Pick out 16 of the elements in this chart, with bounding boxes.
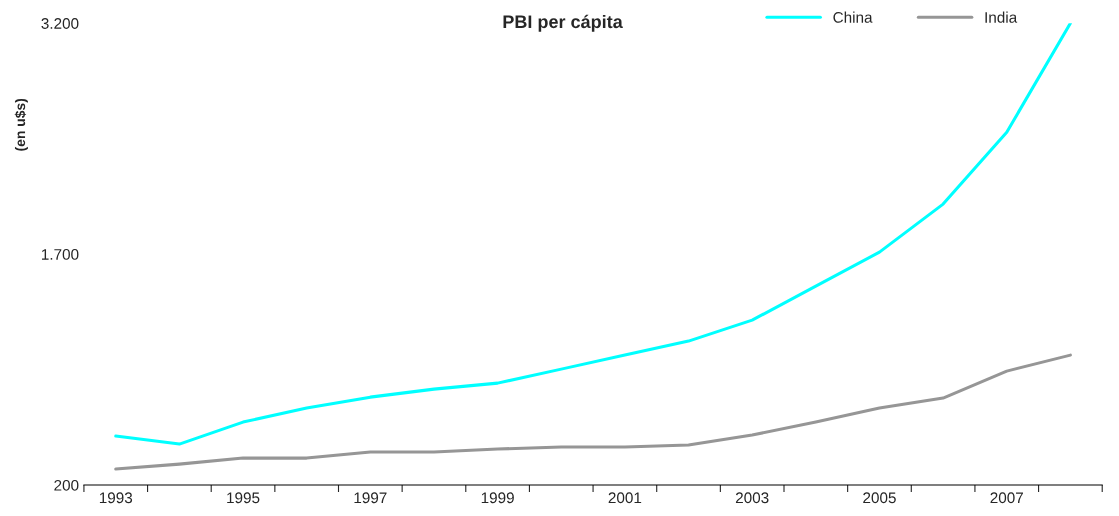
- x-tick-label: 2005: [863, 492, 896, 504]
- y-axis-title: (en u$s): [14, 98, 28, 151]
- legend-label: India: [985, 11, 1018, 23]
- line-series: [114, 353, 1072, 471]
- x-tick-label: 1997: [354, 492, 387, 504]
- x-tick-label: 2003: [735, 492, 769, 504]
- x-tick-label: 2001: [608, 492, 642, 504]
- x-tick-label: 2007: [990, 492, 1023, 504]
- x-tick-label: 1999: [481, 492, 514, 504]
- x-tick-label: 1995: [227, 492, 260, 504]
- legend-label: China: [833, 11, 873, 23]
- y-tick-label: 200: [54, 479, 79, 491]
- chart-title: PBI per cápita: [503, 14, 623, 32]
- x-tick-label: 1993: [99, 492, 133, 504]
- y-tick-label: 1.700: [42, 249, 79, 260]
- y-tick-label: 3.200: [41, 18, 79, 29]
